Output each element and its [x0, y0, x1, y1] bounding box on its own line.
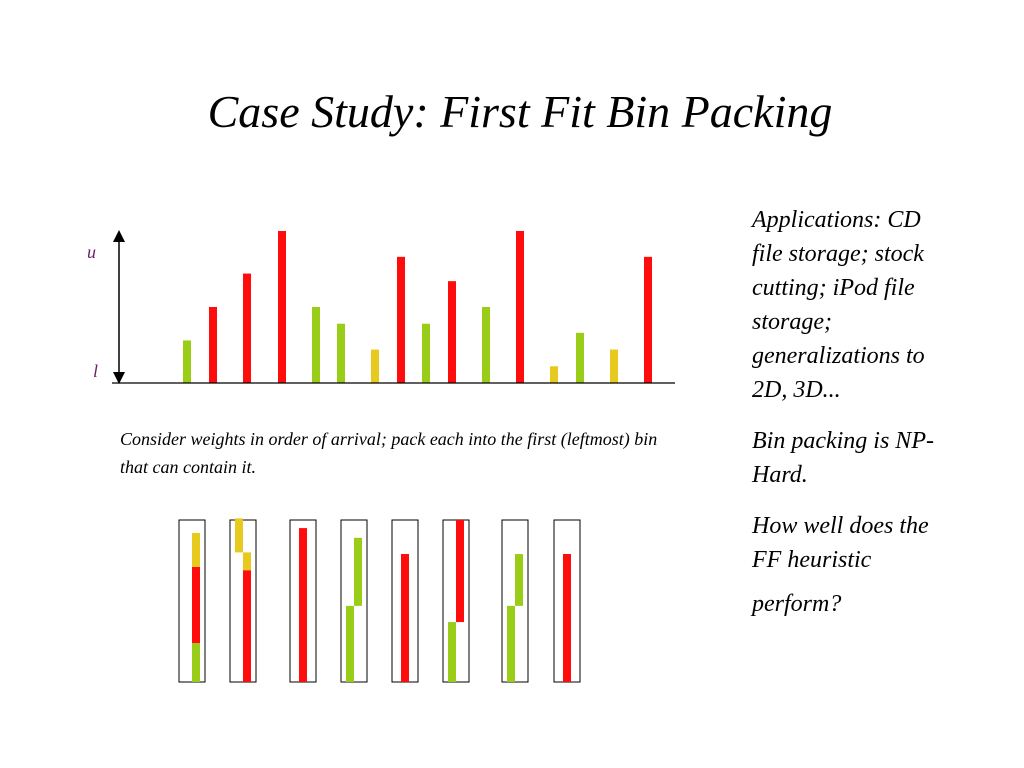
bin-item [192, 532, 200, 567]
question-text-end: perform? [752, 591, 842, 617]
bin-item [243, 552, 251, 571]
weight-bar [448, 281, 456, 383]
weight-bar [278, 231, 286, 383]
weight-bar [644, 256, 652, 383]
bin-item [299, 528, 307, 682]
bin-item [448, 622, 456, 682]
bin-item [346, 605, 354, 682]
bin-item [515, 554, 523, 606]
weight-bar [422, 323, 430, 383]
weight-bar [312, 307, 320, 383]
weight-bar [209, 307, 217, 383]
slide-title: Case Study: First Fit Bin Packing [207, 86, 833, 137]
bin-item [235, 518, 243, 553]
bin-item [192, 643, 200, 682]
weights-group [183, 231, 652, 383]
weight-bar [397, 256, 405, 383]
weight-bar [183, 340, 191, 383]
np-hard-text: Bin packing is NP-Hard. [752, 428, 934, 488]
bin-item [401, 554, 409, 682]
bin-item [243, 570, 251, 682]
lower-bound-label: l [93, 361, 98, 381]
bin-item [507, 605, 515, 682]
question-text: How well does the FF heuristic [752, 513, 929, 573]
weight-bar [371, 349, 379, 383]
bins-group [178, 518, 581, 683]
upper-bound-label: u [87, 242, 96, 262]
weight-bar [550, 366, 558, 383]
bin-item [354, 537, 362, 606]
weight-bar [482, 307, 490, 383]
weight-bar [243, 273, 251, 383]
weight-bar [576, 332, 584, 383]
bin-item [456, 520, 464, 623]
applications-text: Applications: CD file storage; stock cut… [752, 207, 925, 403]
bin-item [563, 554, 571, 682]
weight-bar [516, 231, 524, 383]
weight-bar [337, 323, 345, 383]
weight-bar [610, 349, 618, 383]
side-notes: Applications: CD file storage; stock cut… [752, 203, 952, 621]
bin-item [192, 566, 200, 644]
caption-text: Consider weights in order of arrival; pa… [120, 429, 658, 477]
